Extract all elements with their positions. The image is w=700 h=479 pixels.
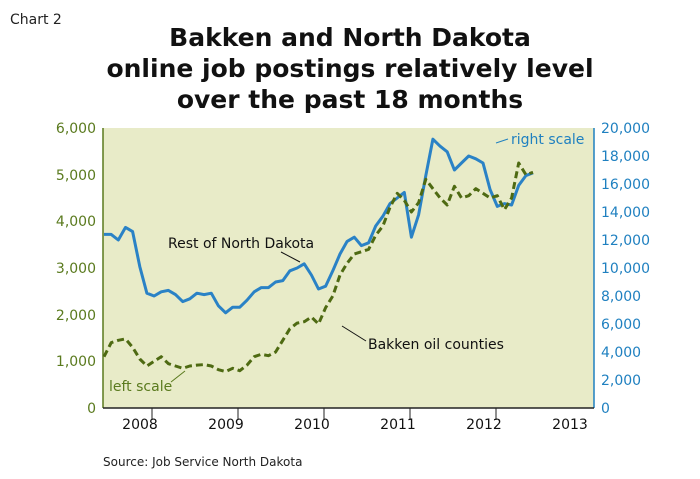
x-tick-label: 2011 xyxy=(380,417,416,433)
chart-title: Bakken and North Dakota online job posti… xyxy=(0,22,700,115)
rest-of-north-dakota-line xyxy=(104,137,534,315)
right-tick-label: 16,000 xyxy=(601,177,650,193)
chart-title-line-1: Bakken and North Dakota xyxy=(169,23,531,52)
left-tick-label: 4,000 xyxy=(56,214,96,230)
right-scale-leader-line xyxy=(495,138,509,144)
bakken-oil-counties-line xyxy=(102,161,534,374)
series-layer xyxy=(102,137,534,374)
right-scale-annotation: right scale xyxy=(511,132,584,148)
right-tick-label: 4,000 xyxy=(601,345,641,361)
right-tick-label: 6,000 xyxy=(601,317,641,333)
left-tick-label: 2,000 xyxy=(56,308,96,324)
annotations: Rest of North Dakota Bakken oil counties… xyxy=(109,132,584,395)
x-axis: 2008 2009 2010 2011 2012 2013 xyxy=(103,407,594,433)
x-tick-label: 2008 xyxy=(122,417,158,433)
rest-of-nd-annotation: Rest of North Dakota xyxy=(168,236,314,252)
left-tick-label: 1,000 xyxy=(56,354,96,370)
right-tick-label: 14,000 xyxy=(601,205,650,221)
left-tick-label: 3,000 xyxy=(56,261,96,277)
bakken-leader-line xyxy=(341,325,367,342)
right-axis: 0 2,000 4,000 6,000 8,000 10,000 12,000 … xyxy=(593,121,650,417)
left-scale-leader-line xyxy=(170,370,186,383)
chart-title-line-2: online job postings relatively level xyxy=(106,54,594,83)
bakken-annotation: Bakken oil counties xyxy=(368,337,504,353)
x-tick-label: 2010 xyxy=(294,417,330,433)
x-tick-label: 2012 xyxy=(466,417,502,433)
left-tick-label: 0 xyxy=(87,401,96,417)
chart-number-label: Chart 2 xyxy=(10,12,62,28)
left-tick-label: 6,000 xyxy=(56,121,96,137)
right-tick-label: 12,000 xyxy=(601,233,650,249)
right-tick-label: 18,000 xyxy=(601,149,650,165)
x-tick-label: 2009 xyxy=(208,417,244,433)
right-tick-label: 20,000 xyxy=(601,121,650,137)
plot-area xyxy=(103,128,594,408)
chart-title-line-3: over the past 18 months xyxy=(176,85,524,114)
x-tick-label: 2013 xyxy=(552,417,588,433)
left-scale-annotation: left scale xyxy=(109,379,172,395)
source-note: Source: Job Service North Dakota xyxy=(103,455,303,469)
right-tick-label: 8,000 xyxy=(601,289,641,305)
right-tick-label: 2,000 xyxy=(601,373,641,389)
left-tick-label: 5,000 xyxy=(56,168,96,184)
rest-of-nd-leader-line xyxy=(280,251,301,263)
right-tick-label: 0 xyxy=(601,401,610,417)
right-tick-label: 10,000 xyxy=(601,261,650,277)
left-axis: 0 1,000 2,000 3,000 4,000 5,000 6,000 xyxy=(56,121,104,417)
